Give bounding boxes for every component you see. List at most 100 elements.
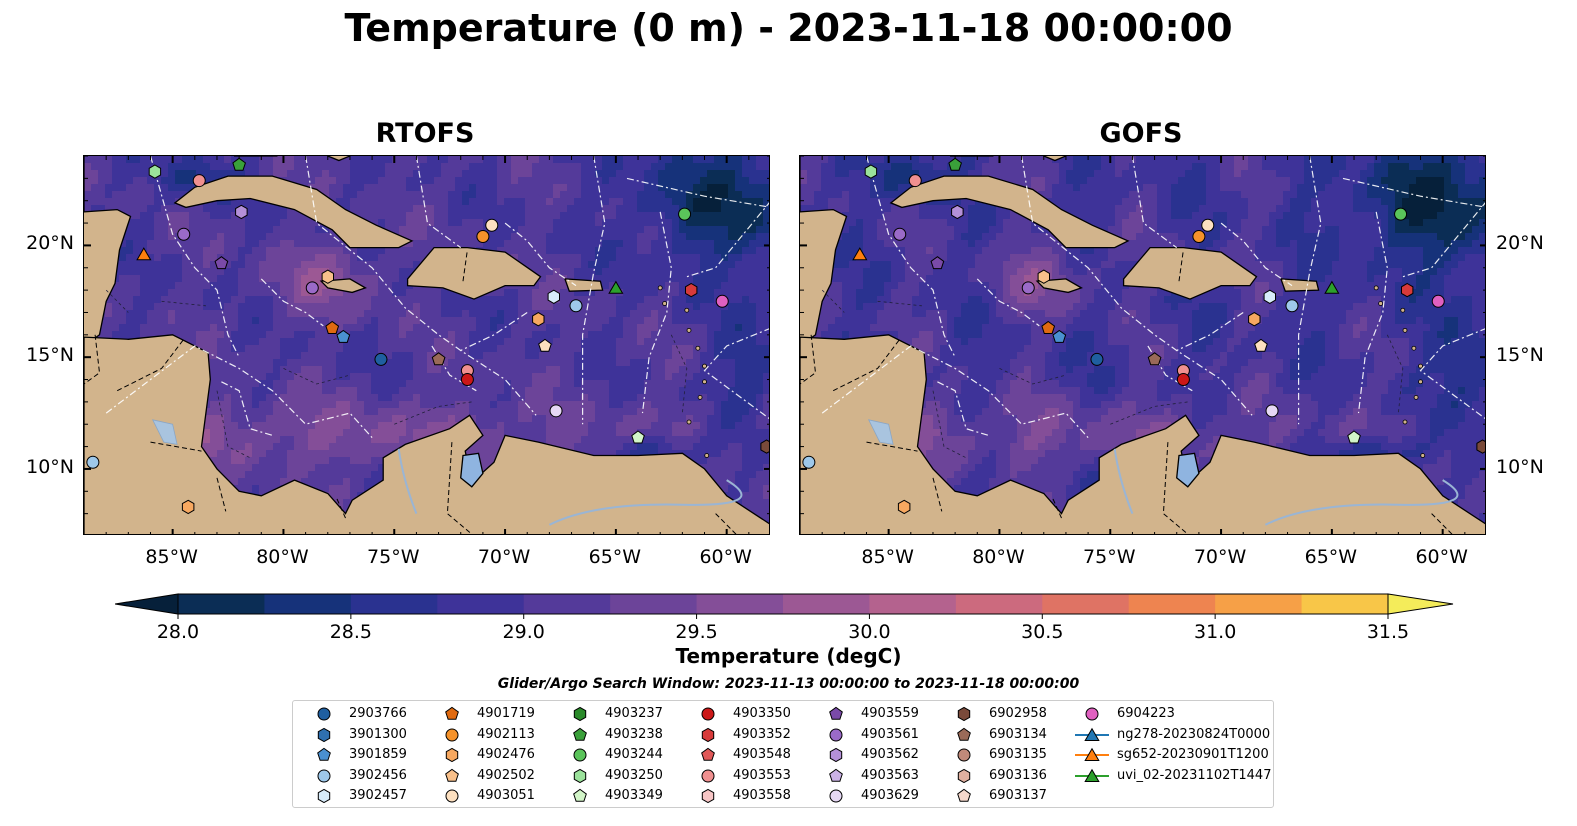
legend-label: 6903136 bbox=[989, 767, 1047, 783]
colorbar-tick-label: 30.5 bbox=[1021, 621, 1064, 643]
float-marker bbox=[1254, 338, 1268, 352]
float-marker bbox=[1431, 294, 1445, 308]
bathymetry-contours bbox=[105, 289, 688, 459]
float-marker bbox=[1347, 430, 1361, 444]
legend-pentagon-icon bbox=[317, 747, 331, 761]
legend-pentagon-icon bbox=[573, 727, 587, 741]
float-marker bbox=[1147, 352, 1162, 366]
legend-triangle-line-icon bbox=[1075, 747, 1109, 761]
land-cuba bbox=[173, 175, 414, 249]
float-marker bbox=[893, 227, 907, 241]
legend-label: 4903352 bbox=[733, 726, 791, 742]
float-marker bbox=[214, 256, 229, 270]
map-rtofs bbox=[83, 155, 770, 535]
legend-label: sg652-20230901T1200 bbox=[1117, 747, 1269, 762]
legend-label: 4903244 bbox=[605, 747, 663, 762]
legend-label: 4903349 bbox=[605, 788, 663, 803]
land-puertoRico bbox=[563, 278, 604, 292]
float-marker bbox=[460, 373, 474, 387]
float-marker bbox=[1041, 320, 1056, 334]
bathymetry-contours bbox=[821, 289, 1404, 459]
land-centralAmerica bbox=[84, 156, 132, 534]
legend-pentagon-icon bbox=[957, 727, 971, 741]
float-marker bbox=[1176, 373, 1190, 387]
float-marker bbox=[1285, 299, 1299, 313]
legend-label: 4903350 bbox=[733, 706, 791, 721]
country-borders bbox=[800, 249, 1453, 534]
legend-pentagon-icon bbox=[701, 747, 715, 761]
float-markers bbox=[802, 157, 1485, 515]
lon-tick-label: 80°W bbox=[256, 546, 309, 568]
float-marker bbox=[852, 247, 868, 261]
float-marker bbox=[897, 499, 911, 515]
legend-label: 4903051 bbox=[477, 788, 535, 803]
float-marker bbox=[136, 247, 152, 261]
float-marker bbox=[305, 281, 319, 295]
lat-tick-label-right: 20°N bbox=[1496, 232, 1544, 255]
legend-label: 4903629 bbox=[861, 788, 919, 803]
lat-tick-label-left: 15°N bbox=[26, 344, 74, 367]
colorbar-tick-label: 29.0 bbox=[502, 621, 545, 643]
land-centralAmerica bbox=[800, 156, 848, 534]
lon-tick-label: 60°W bbox=[699, 546, 752, 568]
land-hispaniola bbox=[406, 246, 542, 300]
legend-pentagon-icon bbox=[445, 706, 459, 720]
colorbar-tick-label: 31.5 bbox=[1366, 621, 1410, 643]
land-bahamas1 bbox=[327, 156, 351, 162]
legend-pentagon-icon bbox=[829, 706, 843, 720]
float-marker bbox=[1021, 281, 1035, 295]
legend-label: 3902456 bbox=[349, 767, 407, 783]
figure-title: Temperature (0 m) - 2023-11-18 00:00:00 bbox=[344, 6, 1233, 50]
float-marker bbox=[1201, 218, 1215, 232]
lon-tick-label: 65°W bbox=[588, 546, 642, 568]
legend-label: 4903558 bbox=[733, 788, 791, 803]
float-marker bbox=[336, 329, 351, 343]
lon-tick-label: 70°W bbox=[477, 546, 531, 568]
colorbar bbox=[115, 593, 1454, 619]
map-gofs bbox=[799, 155, 1486, 535]
float-marker bbox=[569, 299, 583, 313]
map-canvas-rtofs bbox=[84, 156, 769, 534]
float-marker bbox=[1476, 439, 1485, 454]
legend-label: 4902113 bbox=[477, 726, 535, 742]
legend-circle-icon bbox=[317, 707, 331, 721]
float-marker bbox=[678, 207, 692, 221]
lon-tick-label: 85°W bbox=[145, 546, 198, 568]
map-canvas-gofs bbox=[800, 156, 1485, 534]
legend-hexagon-icon bbox=[829, 747, 843, 763]
lon-tick-label: 75°W bbox=[367, 546, 420, 568]
lon-tick-label: 60°W bbox=[1415, 546, 1468, 568]
land-cuba bbox=[889, 175, 1130, 249]
legend-label: 4903561 bbox=[861, 726, 919, 742]
panel-title-rtofs: RTOFS bbox=[375, 118, 475, 149]
legend-label: 4903238 bbox=[605, 726, 663, 742]
legend-label: 6903135 bbox=[989, 747, 1047, 762]
legend-pentagon-icon bbox=[829, 768, 843, 782]
legend-hexagon-icon bbox=[445, 747, 459, 763]
float-marker bbox=[908, 174, 922, 188]
eez-boundaries bbox=[821, 156, 1485, 439]
legend-circle-icon bbox=[701, 769, 715, 782]
legend-triangle-line-icon bbox=[1075, 727, 1109, 741]
legend-label: uvi_02-20231102T1447 bbox=[1117, 767, 1272, 783]
float-marker bbox=[1324, 280, 1340, 294]
eez-boundaries bbox=[105, 156, 769, 439]
float-marker bbox=[715, 294, 729, 308]
panel-title-gofs: GOFS bbox=[1099, 118, 1183, 149]
search-window-text: Glider/Argo Search Window: 2023-11-13 00… bbox=[497, 676, 1080, 692]
legend-circle-icon bbox=[829, 789, 843, 803]
float-marker bbox=[1265, 404, 1279, 418]
float-marker bbox=[547, 289, 560, 304]
float-marker bbox=[760, 439, 769, 454]
lon-tick-label: 85°W bbox=[861, 546, 914, 568]
legend-hexagon-icon bbox=[701, 727, 715, 742]
float-marker bbox=[532, 312, 545, 327]
legend-label: 2903766 bbox=[349, 706, 407, 721]
legend-hexagon-icon bbox=[573, 768, 587, 783]
legend-label: 3901300 bbox=[349, 726, 407, 742]
float-marker bbox=[232, 157, 246, 171]
float-marker bbox=[538, 338, 552, 352]
legend-label: 4903563 bbox=[861, 767, 919, 783]
legend-circle-icon bbox=[445, 728, 459, 741]
land-jamaica bbox=[319, 278, 367, 294]
